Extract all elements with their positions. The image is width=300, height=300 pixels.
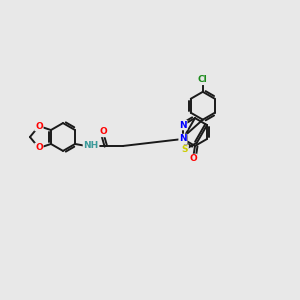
Text: N: N: [179, 134, 187, 143]
Text: O: O: [35, 122, 43, 130]
Text: O: O: [35, 143, 43, 152]
Text: Cl: Cl: [198, 75, 208, 84]
Text: N: N: [179, 121, 187, 130]
Text: O: O: [189, 154, 197, 164]
Text: NH: NH: [83, 142, 99, 151]
Text: O: O: [99, 128, 107, 136]
Text: S: S: [182, 145, 188, 154]
